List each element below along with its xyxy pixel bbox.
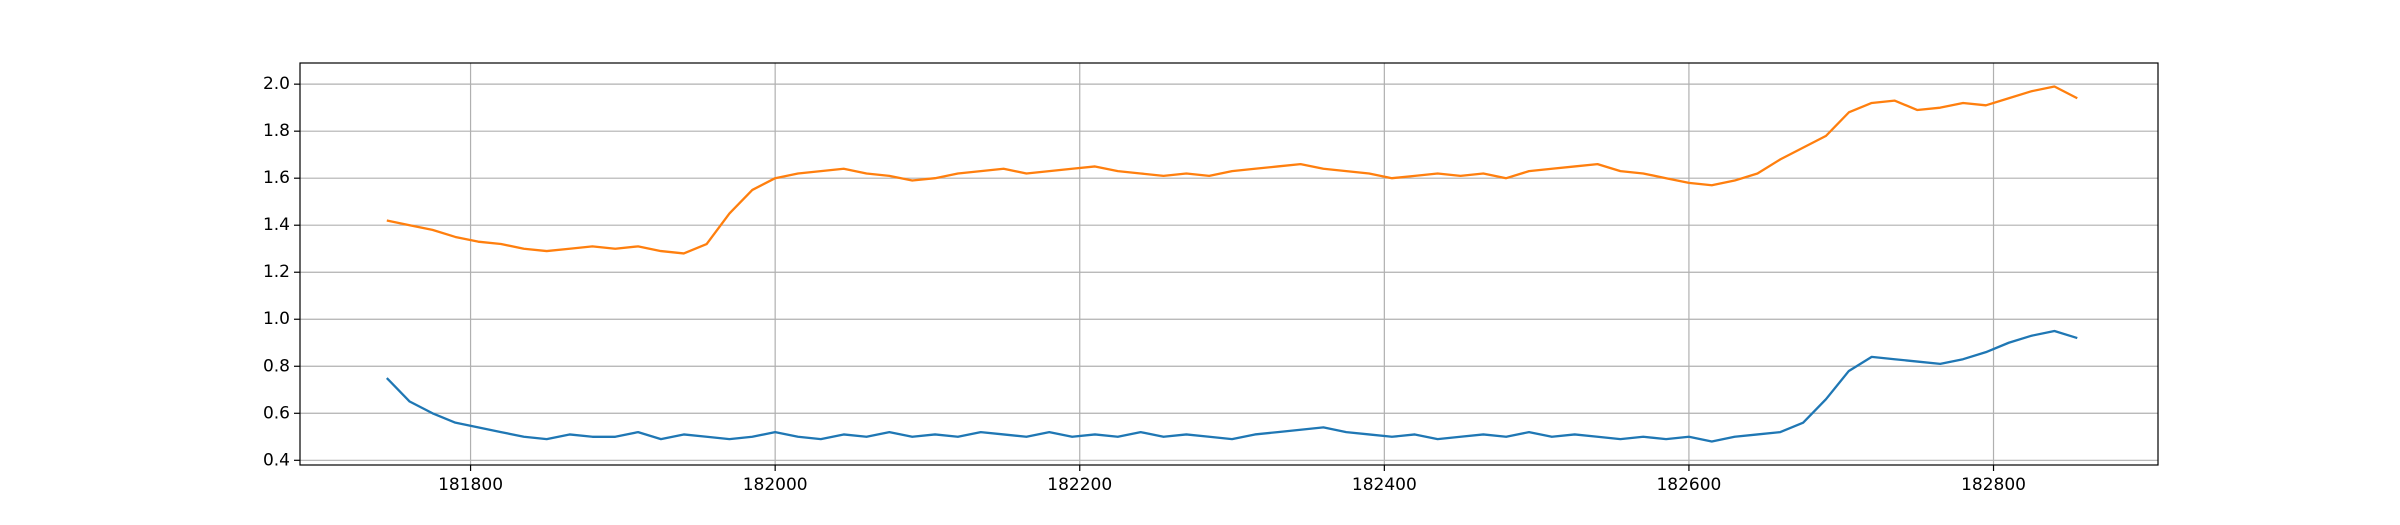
y-tick-label: 1.4 bbox=[263, 215, 290, 235]
x-tick-label: 182400 bbox=[1352, 475, 1417, 495]
y-tick-label: 2.0 bbox=[263, 74, 290, 94]
x-tick-label: 182000 bbox=[743, 475, 808, 495]
x-tick-label: 182800 bbox=[1961, 475, 2026, 495]
y-tick-label: 0.4 bbox=[263, 450, 290, 470]
series-line bbox=[386, 85, 2078, 255]
x-tick-label: 182200 bbox=[1047, 475, 1112, 495]
y-tick-label: 1.2 bbox=[263, 262, 290, 282]
series-line bbox=[385, 329, 2078, 443]
y-tick-label: 1.6 bbox=[263, 168, 290, 188]
y-tick-label: 1.8 bbox=[263, 121, 290, 141]
y-tick-label: 0.8 bbox=[263, 356, 290, 376]
plot-frame bbox=[299, 62, 2159, 466]
x-tick-label: 182600 bbox=[1656, 475, 1721, 495]
x-tick-label: 181800 bbox=[438, 475, 503, 495]
y-tick-label: 0.6 bbox=[263, 403, 290, 423]
y-tick-label: 1.0 bbox=[263, 309, 290, 329]
